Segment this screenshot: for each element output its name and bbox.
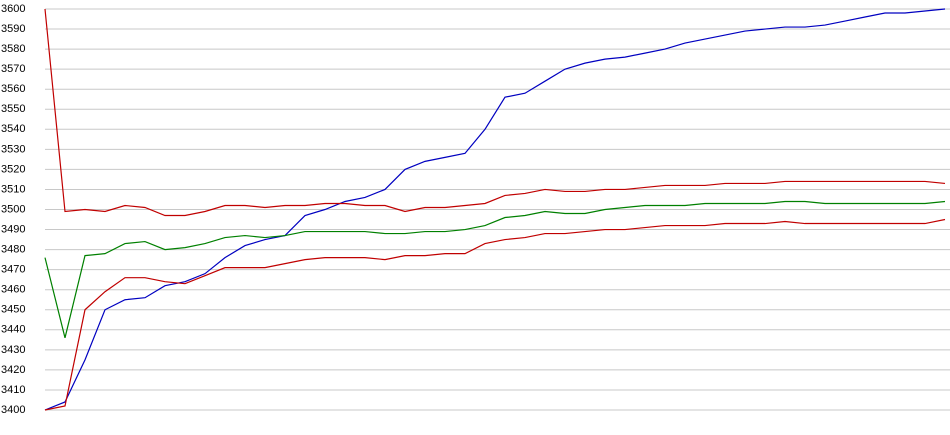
- line-series: [44, 218, 946, 411]
- y-tick-label: 3520: [1, 163, 25, 175]
- y-tick-label: 3410: [1, 384, 25, 396]
- y-tick-label: 3510: [1, 183, 25, 195]
- y-tick-label: 3570: [1, 63, 25, 75]
- y-tick-label: 3440: [1, 324, 25, 336]
- y-tick-label: 3450: [1, 304, 25, 316]
- y-tick-label: 3430: [1, 344, 25, 356]
- y-tick-label: 3460: [1, 284, 25, 296]
- line-series: [44, 8, 946, 411]
- y-tick-label: 3590: [1, 23, 25, 35]
- y-tick-label: 3500: [1, 203, 25, 215]
- y-tick-label: 3580: [1, 43, 25, 55]
- line-series: [44, 8, 946, 217]
- y-tick-label: 3490: [1, 223, 25, 235]
- y-tick-label: 3600: [1, 3, 25, 15]
- y-tick-label: 3480: [1, 244, 25, 256]
- y-tick-label: 3470: [1, 264, 25, 276]
- y-tick-label: 3550: [1, 103, 25, 115]
- y-tick-label: 3530: [1, 143, 25, 155]
- y-tick-label: 3400: [1, 404, 25, 416]
- line-series: [44, 200, 946, 338]
- y-tick-label: 3540: [1, 123, 25, 135]
- y-tick-label: 3420: [1, 364, 25, 376]
- y-tick-label: 3560: [1, 83, 25, 95]
